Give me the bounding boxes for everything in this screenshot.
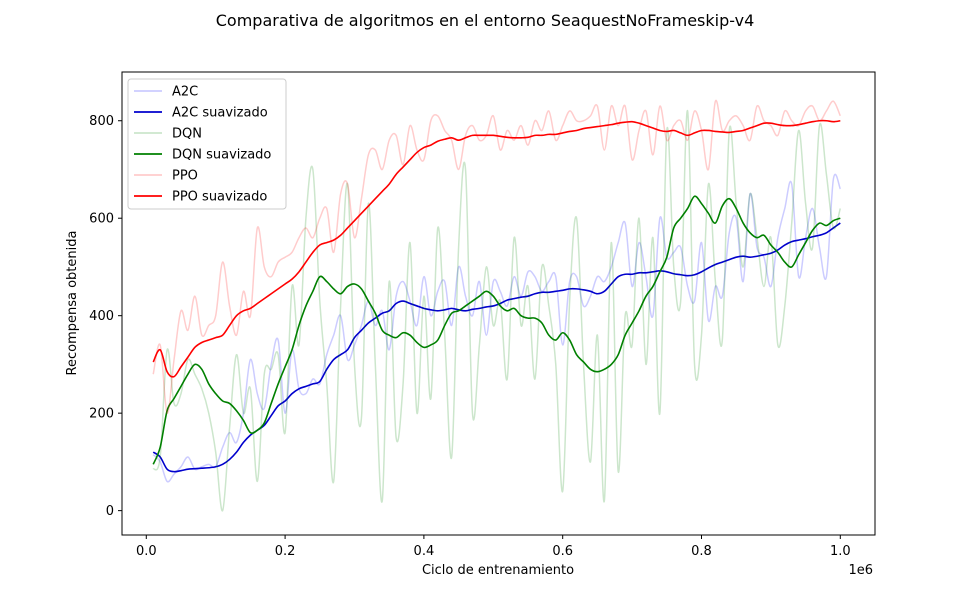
legend: A2C A2C suavizado DQN DQN suavizado PPO PPO s… [127, 78, 287, 210]
y-tick-label: 0 [106, 504, 114, 519]
legend-label: DQN suavizado [172, 148, 271, 163]
legend-label: DQN [172, 127, 202, 142]
x-tick-label: 1.0 [830, 544, 851, 559]
plot-area [121, 71, 876, 536]
series-line-ppo [152, 99, 841, 414]
chart-title: Comparativa de algoritmos en el entorno … [216, 11, 755, 30]
y-tick-label: 600 [89, 212, 114, 227]
series-line-ppo-suavizado [152, 119, 841, 378]
series-line-a2c [152, 173, 842, 483]
legend-label: A2C [172, 85, 198, 100]
x-tick-label: 0.4 [414, 544, 435, 559]
y-axis-label: Recompensa obtenida [65, 231, 80, 376]
legend-label: PPO suavizado [172, 190, 267, 205]
x-tick-label: 0.8 [691, 544, 712, 559]
legend-label: PPO [172, 169, 198, 184]
series-line-a2c-suavizado [152, 222, 841, 473]
series-group [152, 99, 842, 512]
legend-label: A2C suavizado [172, 106, 268, 121]
y-tick-label: 400 [89, 309, 114, 324]
y-axis-ticks: 0 200 400 600 800 [89, 114, 122, 519]
x-tick-label: 0.0 [136, 544, 157, 559]
legend-box [127, 78, 287, 210]
x-tick-label: 0.2 [275, 544, 296, 559]
x-axis-offset-label: 1e6 [848, 563, 873, 578]
axes-frame [121, 71, 876, 536]
y-tick-label: 200 [89, 407, 114, 422]
series-line-dqn [152, 110, 842, 512]
y-tick-label: 800 [89, 114, 114, 129]
x-axis-ticks: 0.0 0.2 0.4 0.6 0.8 1.0 [136, 535, 851, 559]
x-tick-label: 0.6 [552, 544, 573, 559]
x-axis-label: Ciclo de entrenamiento [422, 563, 574, 578]
series-line-dqn-suavizado [152, 195, 841, 465]
